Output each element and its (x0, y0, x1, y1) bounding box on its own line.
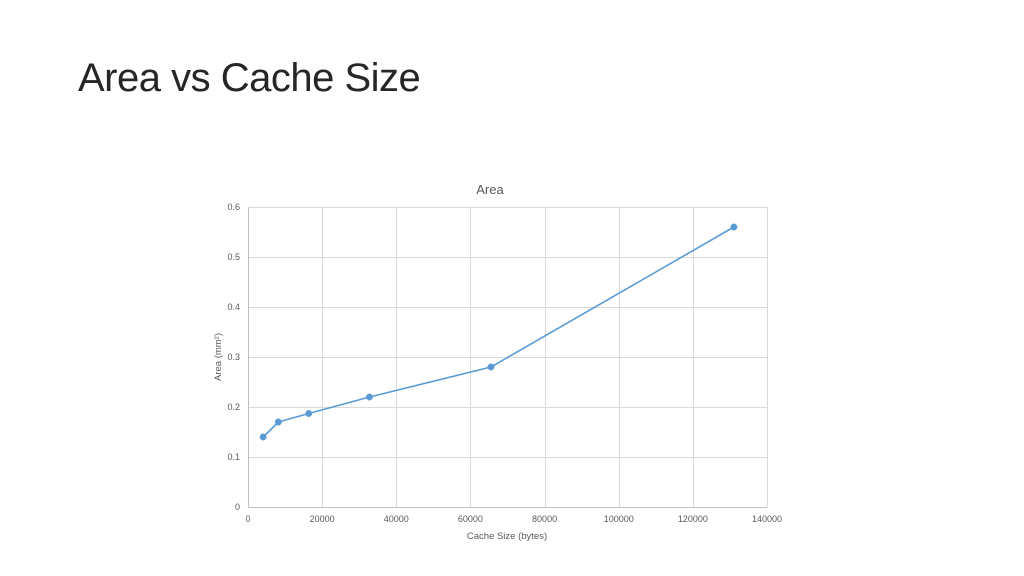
chart-series (259, 223, 738, 441)
chart-title: Area (476, 182, 504, 197)
data-point (274, 418, 282, 426)
y-tick-label: 0.1 (227, 452, 240, 462)
chart-tick-labels: 0 0.1 0.2 0.3 0.4 0.5 0.6 0 20000 40000 60000 80000… (227, 202, 782, 524)
x-tick-label: 20000 (310, 514, 335, 524)
y-tick-label: 0.5 (227, 252, 240, 262)
x-tick-label: 80000 (532, 514, 557, 524)
y-tick-label: 0.2 (227, 402, 240, 412)
x-tick-label: 100000 (604, 514, 634, 524)
slide-title: Area vs Cache Size (78, 56, 421, 100)
data-point (305, 410, 313, 417)
x-axis-title: Cache Size (bytes) (467, 531, 547, 542)
series-line (262, 226, 735, 438)
y-tick-label: 0.6 (227, 202, 240, 212)
data-point (366, 393, 373, 401)
x-tick-label: 40000 (384, 514, 409, 524)
chart-grid (248, 207, 768, 508)
x-tick-label: 140000 (752, 514, 782, 524)
y-tick-label: 0.3 (227, 352, 240, 362)
x-tick-label: 120000 (678, 514, 708, 524)
y-axis-title: Area (mm²) (213, 333, 224, 381)
data-point (730, 223, 738, 231)
x-tick-label: 60000 (458, 514, 483, 524)
data-point (259, 433, 267, 441)
data-point (487, 363, 495, 371)
y-tick-label: 0.4 (227, 302, 240, 312)
x-tick-label: 0 (245, 514, 250, 524)
y-tick-label: 0 (235, 502, 240, 512)
